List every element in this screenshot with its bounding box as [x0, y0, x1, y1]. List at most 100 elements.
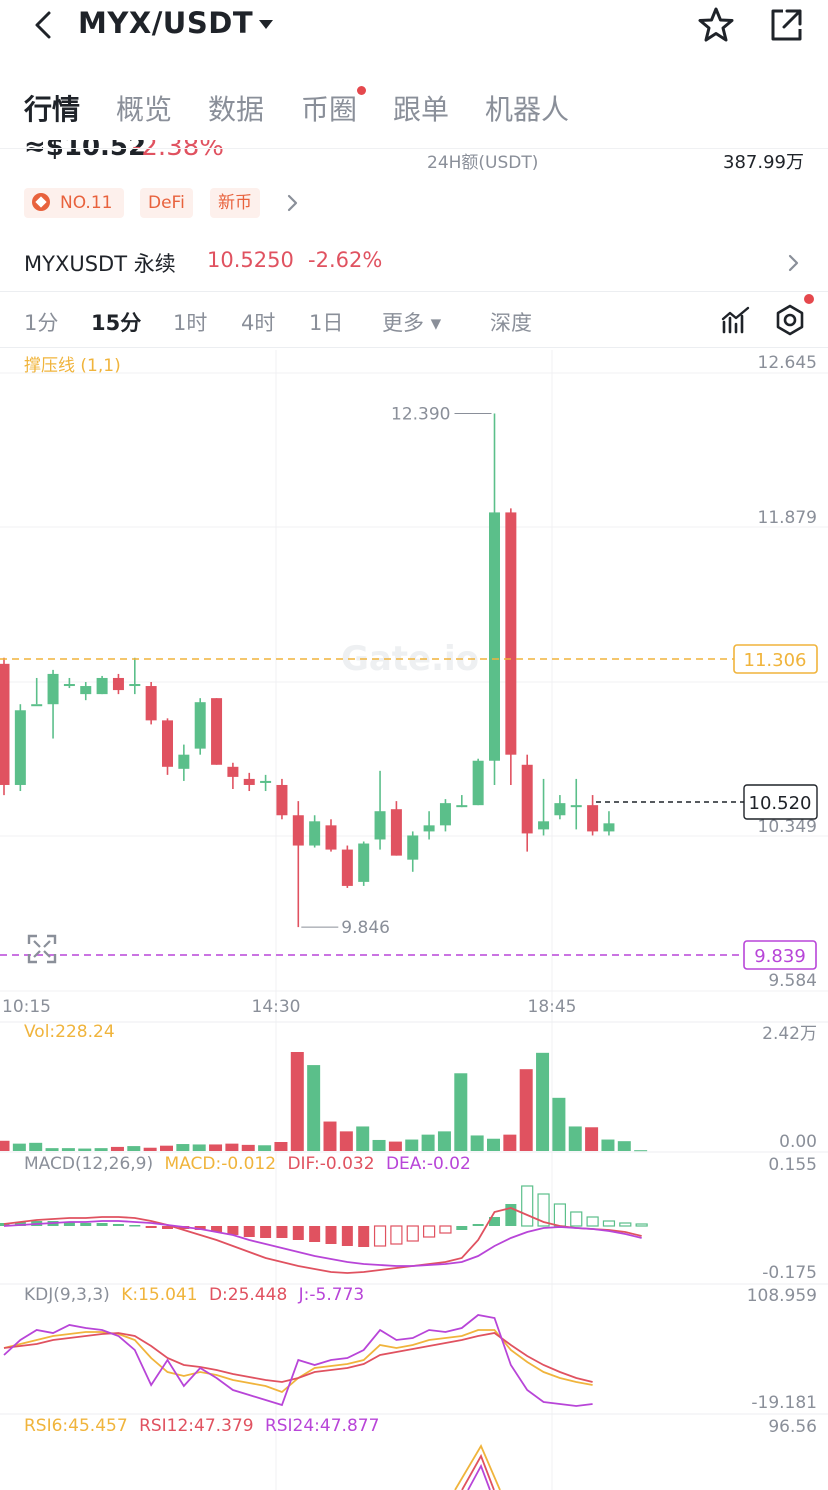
current-price-value: 10.520 — [749, 793, 812, 814]
candle-body — [162, 720, 173, 767]
rsi6: RSI6:45.457 — [24, 1416, 128, 1436]
macd-histogram-bar — [619, 1222, 632, 1227]
volume-bar — [176, 1144, 190, 1151]
volume-bar — [258, 1145, 272, 1151]
macd-histogram-bar — [570, 1211, 583, 1227]
header-divider — [0, 148, 828, 149]
volume-bar — [192, 1144, 206, 1151]
tab-0[interactable]: 行情 — [24, 93, 81, 126]
timeframe-4[interactable]: 1日 — [309, 311, 344, 335]
macd-histogram-bar — [96, 1223, 108, 1226]
back-icon[interactable] — [28, 8, 62, 42]
volume-bar — [160, 1145, 173, 1151]
candle-body — [472, 760, 484, 806]
macd-histogram-bar — [602, 1220, 616, 1227]
kdj-j-line — [3, 1314, 593, 1407]
favorite-star-icon[interactable] — [695, 4, 737, 46]
macd-max-label: 0.155 — [768, 1155, 817, 1175]
pair-title[interactable]: MYX/USDT — [78, 6, 254, 40]
candle-body — [325, 825, 337, 850]
candle-body — [129, 684, 141, 687]
macd-histogram-bar — [292, 1226, 304, 1240]
macd-histogram-bar — [260, 1226, 272, 1238]
rsi6-line — [454, 1444, 501, 1490]
macd-histogram-bar — [390, 1225, 403, 1245]
volume-bar — [470, 1135, 484, 1151]
candle-body — [489, 512, 500, 761]
volume-bar — [388, 1141, 402, 1151]
volume-bar — [356, 1126, 370, 1151]
kdj-max-label: 108.959 — [747, 1286, 817, 1306]
new-coin-tag[interactable]: 新币 — [210, 188, 260, 218]
candle-body — [587, 805, 599, 832]
rsi-max-label: 96.56 — [768, 1417, 817, 1437]
tags-more-icon[interactable] — [283, 192, 303, 214]
tab-3[interactable]: 币圈 — [301, 93, 358, 126]
timeframe-2[interactable]: 1时 — [173, 311, 208, 335]
macd-dif-line — [3, 1207, 642, 1274]
tab-notification-dot — [357, 86, 366, 95]
tab-1[interactable]: 概览 — [116, 93, 173, 126]
volume-label: Vol:228.24 — [24, 1022, 115, 1042]
volume-bar — [585, 1127, 599, 1151]
y-tick-label: 11.879 — [758, 508, 817, 528]
category-tag[interactable]: DeFi — [140, 188, 193, 218]
rank-tag[interactable]: NO.11 — [24, 188, 124, 218]
candle-body — [505, 512, 517, 755]
volume-bar — [372, 1139, 386, 1151]
macd-dif: DIF:-0.032 — [287, 1154, 375, 1174]
candle-body — [390, 809, 402, 856]
candle-body — [407, 835, 419, 860]
price-row: ≈$10.52 -2.38% 24H额(USDT) 387.99万 — [0, 140, 828, 170]
volume-bar — [241, 1144, 255, 1151]
macd-histogram-bar — [586, 1216, 599, 1227]
x-tick-label: 14:30 — [252, 997, 301, 1017]
macd-histogram-bar — [423, 1225, 436, 1238]
timeframe-1[interactable]: 15分 — [91, 311, 142, 335]
kdj-d-line — [3, 1332, 593, 1383]
x-tick-label: 18:45 — [528, 997, 577, 1017]
candle-body — [14, 710, 26, 785]
volume-bar — [487, 1138, 500, 1151]
macd-histogram-bar — [489, 1217, 500, 1226]
volume-bar — [12, 1143, 26, 1151]
volume-bar — [127, 1146, 141, 1151]
chart-settings-icon[interactable] — [773, 303, 807, 337]
macd-histogram-bar — [227, 1226, 239, 1235]
indicator-settings-icon[interactable] — [720, 304, 752, 336]
volume-bar — [78, 1148, 92, 1151]
volume-bar — [437, 1131, 451, 1151]
timeframe-3[interactable]: 4时 — [241, 311, 276, 335]
timeframe-5[interactable]: 更多 ▾ — [382, 311, 442, 335]
share-icon[interactable] — [765, 4, 807, 46]
volume-bar — [454, 1073, 468, 1151]
rsi24: RSI24:47.877 — [264, 1416, 380, 1436]
perpetual-row[interactable]: MYXUSDT 永续 10.5250 -2.62% — [0, 238, 828, 288]
pair-dropdown-icon[interactable] — [256, 16, 276, 32]
candle-body — [96, 677, 108, 695]
low-marker-label: 9.846 — [341, 918, 390, 938]
y-tick-label: 12.645 — [758, 353, 817, 373]
volume-bar — [307, 1065, 321, 1151]
tab-2[interactable]: 数据 — [208, 93, 265, 126]
fullscreen-icon[interactable] — [26, 933, 58, 965]
candle-body — [178, 754, 190, 769]
volume-bar — [421, 1134, 435, 1151]
macd-name: MACD(12,26,9) — [24, 1154, 154, 1174]
volume-bar — [45, 1148, 59, 1151]
timeframe-0[interactable]: 1分 — [24, 311, 59, 335]
tab-4[interactable]: 跟单 — [393, 93, 450, 126]
volume-bar — [274, 1142, 288, 1151]
macd-histogram-bar — [553, 1203, 567, 1227]
volume-bar — [339, 1131, 353, 1151]
macd-min-label: -0.175 — [762, 1263, 817, 1283]
candle-body — [0, 663, 10, 785]
macd-histogram-bar — [112, 1224, 124, 1226]
resistance-badge — [733, 644, 818, 674]
price-change: -2.38% — [132, 140, 224, 162]
volume-bar — [290, 1052, 304, 1151]
tab-5[interactable]: 机器人 — [485, 93, 570, 126]
timeframe-6[interactable]: 深度 — [490, 311, 532, 335]
candle-body — [227, 766, 239, 777]
